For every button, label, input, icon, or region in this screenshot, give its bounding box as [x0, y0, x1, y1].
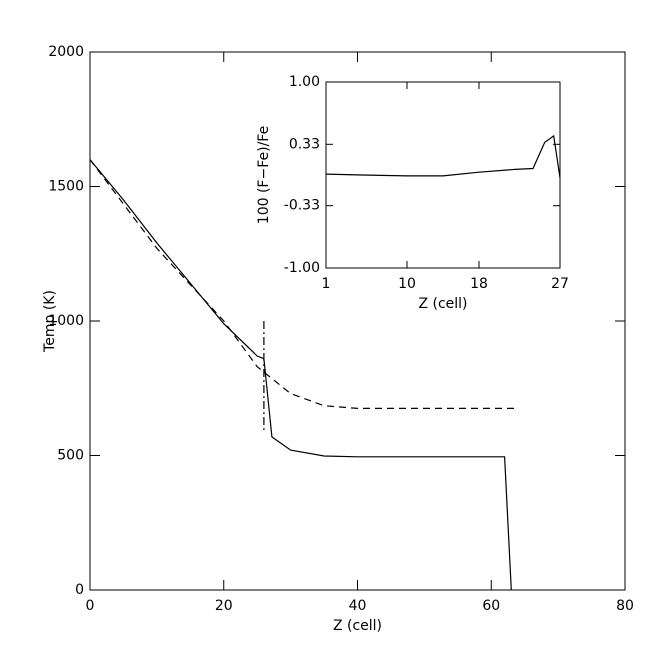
data-line	[325, 134, 561, 178]
y-axis-label: Temp (K)	[42, 290, 58, 353]
y-tick-label: -0.33	[284, 198, 320, 214]
y-tick-label: 500	[57, 448, 84, 464]
x-axis-label: Z (cell)	[333, 618, 382, 634]
x-tick-label: 10	[398, 276, 416, 292]
data-line	[89, 159, 518, 409]
x-tick-label: 20	[215, 598, 233, 614]
x-tick-label: 27	[551, 276, 569, 292]
y-tick-label: 0	[75, 582, 84, 598]
x-axis-label: Z (cell)	[418, 296, 467, 312]
x-tick-label: 18	[470, 276, 488, 292]
x-tick-label: 1	[322, 276, 331, 292]
y-tick-label: 1.00	[289, 74, 320, 90]
x-tick-label: 60	[482, 598, 500, 614]
y-tick-label: 1500	[48, 179, 84, 195]
x-tick-label: 40	[349, 598, 367, 614]
x-tick-label: 80	[616, 598, 634, 614]
y-tick-label: 0.33	[289, 136, 320, 152]
y-axis-label: 100 (F−Fe)/Fe	[256, 126, 272, 224]
y-tick-label: 1000	[48, 313, 84, 329]
x-tick-label: 0	[86, 598, 95, 614]
y-tick-label: -1.00	[284, 260, 320, 276]
y-tick-label: 2000	[48, 44, 84, 60]
